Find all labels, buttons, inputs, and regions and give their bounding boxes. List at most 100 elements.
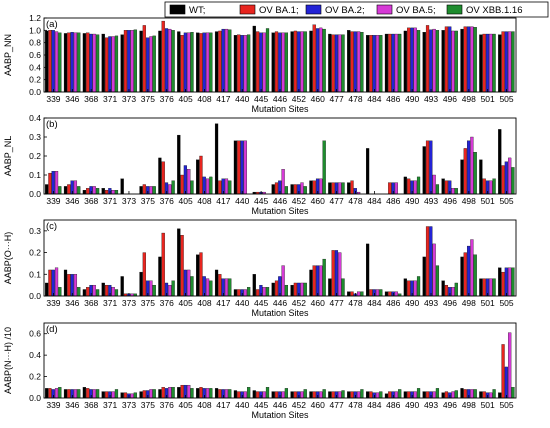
- bar: [120, 392, 124, 399]
- x-tick-label: 478: [348, 94, 362, 104]
- bar: [120, 276, 124, 297]
- panel-tag: (c): [46, 221, 57, 232]
- x-tick-label: 368: [84, 94, 98, 104]
- bar: [58, 32, 62, 93]
- bar: [281, 32, 285, 93]
- x-tick-label: 376: [160, 400, 174, 410]
- x-tick-label: 371: [103, 400, 117, 410]
- bar: [133, 29, 137, 93]
- bar: [63, 33, 68, 93]
- bar: [96, 289, 100, 297]
- bar: [498, 267, 502, 297]
- x-tick-label: 493: [424, 298, 438, 308]
- bar: [365, 243, 370, 297]
- bar: [82, 289, 86, 297]
- bar: [319, 27, 323, 93]
- x-tick-label: 445: [254, 94, 268, 104]
- bar: [127, 30, 131, 93]
- bar: [70, 274, 74, 297]
- x-tick-label: 371: [103, 196, 117, 206]
- bar: [45, 282, 49, 297]
- bar: [473, 27, 477, 93]
- bar: [161, 387, 165, 399]
- bar: [139, 30, 143, 93]
- bar: [463, 26, 467, 93]
- y-tick-label: 0.3: [29, 132, 41, 142]
- bar: [205, 278, 210, 297]
- bar: [322, 258, 326, 297]
- bar: [334, 34, 339, 93]
- bar: [473, 254, 477, 297]
- bar: [82, 33, 86, 93]
- bar: [444, 180, 449, 195]
- bar: [149, 186, 153, 195]
- bar: [139, 186, 143, 195]
- bar: [482, 391, 486, 399]
- bar: [347, 30, 351, 93]
- bar: [416, 30, 421, 93]
- bar: [319, 265, 323, 297]
- x-tick-label: 445: [254, 298, 268, 308]
- bar: [328, 391, 332, 399]
- bar: [48, 269, 52, 297]
- bar: [51, 269, 55, 297]
- bar: [199, 155, 203, 195]
- bar: [369, 35, 373, 93]
- bar: [278, 32, 282, 93]
- bar: [309, 180, 313, 195]
- bar: [451, 188, 455, 195]
- bar: [334, 250, 339, 297]
- bar: [214, 123, 219, 195]
- bar: [338, 391, 342, 399]
- bar: [161, 161, 165, 195]
- bar: [463, 148, 467, 195]
- x-tick-label: 445: [254, 196, 268, 206]
- y-tick-label: 0.4: [29, 350, 41, 360]
- bar: [171, 280, 175, 297]
- bar: [240, 35, 244, 93]
- bar: [410, 27, 414, 93]
- bar: [63, 269, 68, 297]
- bar: [303, 31, 307, 93]
- legend-item: OV XBB.1.16: [446, 4, 523, 16]
- x-tick-label: 477: [330, 400, 344, 410]
- bar: [281, 265, 285, 297]
- bar: [375, 289, 380, 297]
- bar: [92, 33, 96, 93]
- bar: [372, 35, 376, 93]
- bar: [331, 182, 335, 195]
- bar: [416, 276, 421, 297]
- bar: [51, 171, 55, 195]
- panel-d: 0.0 0.2 0.4 0.6 339 346 368 371 373 375 376 405 408 4…: [3, 322, 517, 420]
- bar: [92, 389, 96, 399]
- bar: [209, 32, 213, 93]
- bar: [322, 28, 326, 93]
- bar: [391, 33, 395, 93]
- bar: [498, 34, 502, 93]
- bar: [199, 252, 203, 297]
- x-tick-label: 498: [462, 94, 476, 104]
- y-tick-label: 0.2: [29, 372, 41, 382]
- bar: [233, 390, 238, 399]
- bar: [463, 389, 467, 399]
- bar: [347, 182, 351, 195]
- bar: [120, 178, 124, 195]
- bar: [444, 284, 449, 297]
- bar: [82, 387, 86, 399]
- bar: [435, 30, 440, 93]
- bar: [441, 30, 445, 93]
- bar: [152, 186, 156, 195]
- bar: [158, 30, 162, 93]
- x-tick-label: 440: [235, 94, 249, 104]
- x-tick-label: 496: [443, 196, 457, 206]
- bar: [183, 32, 187, 93]
- bar: [177, 31, 181, 93]
- bar: [365, 35, 370, 93]
- y-tick-label: 0.4: [29, 113, 41, 123]
- bar: [190, 32, 194, 93]
- y-tick-label: 0.2: [29, 151, 41, 161]
- bar: [190, 388, 194, 399]
- bar: [73, 274, 78, 297]
- bar: [281, 169, 285, 195]
- bar: [111, 190, 115, 195]
